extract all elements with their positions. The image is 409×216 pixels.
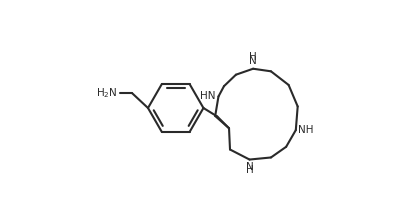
Text: N: N — [246, 162, 254, 172]
Text: N: N — [249, 56, 257, 66]
Text: NH: NH — [299, 125, 314, 135]
Text: H: H — [249, 52, 257, 62]
Text: H: H — [246, 165, 254, 175]
Text: H$_2$N: H$_2$N — [96, 86, 117, 100]
Text: HN: HN — [200, 92, 216, 102]
